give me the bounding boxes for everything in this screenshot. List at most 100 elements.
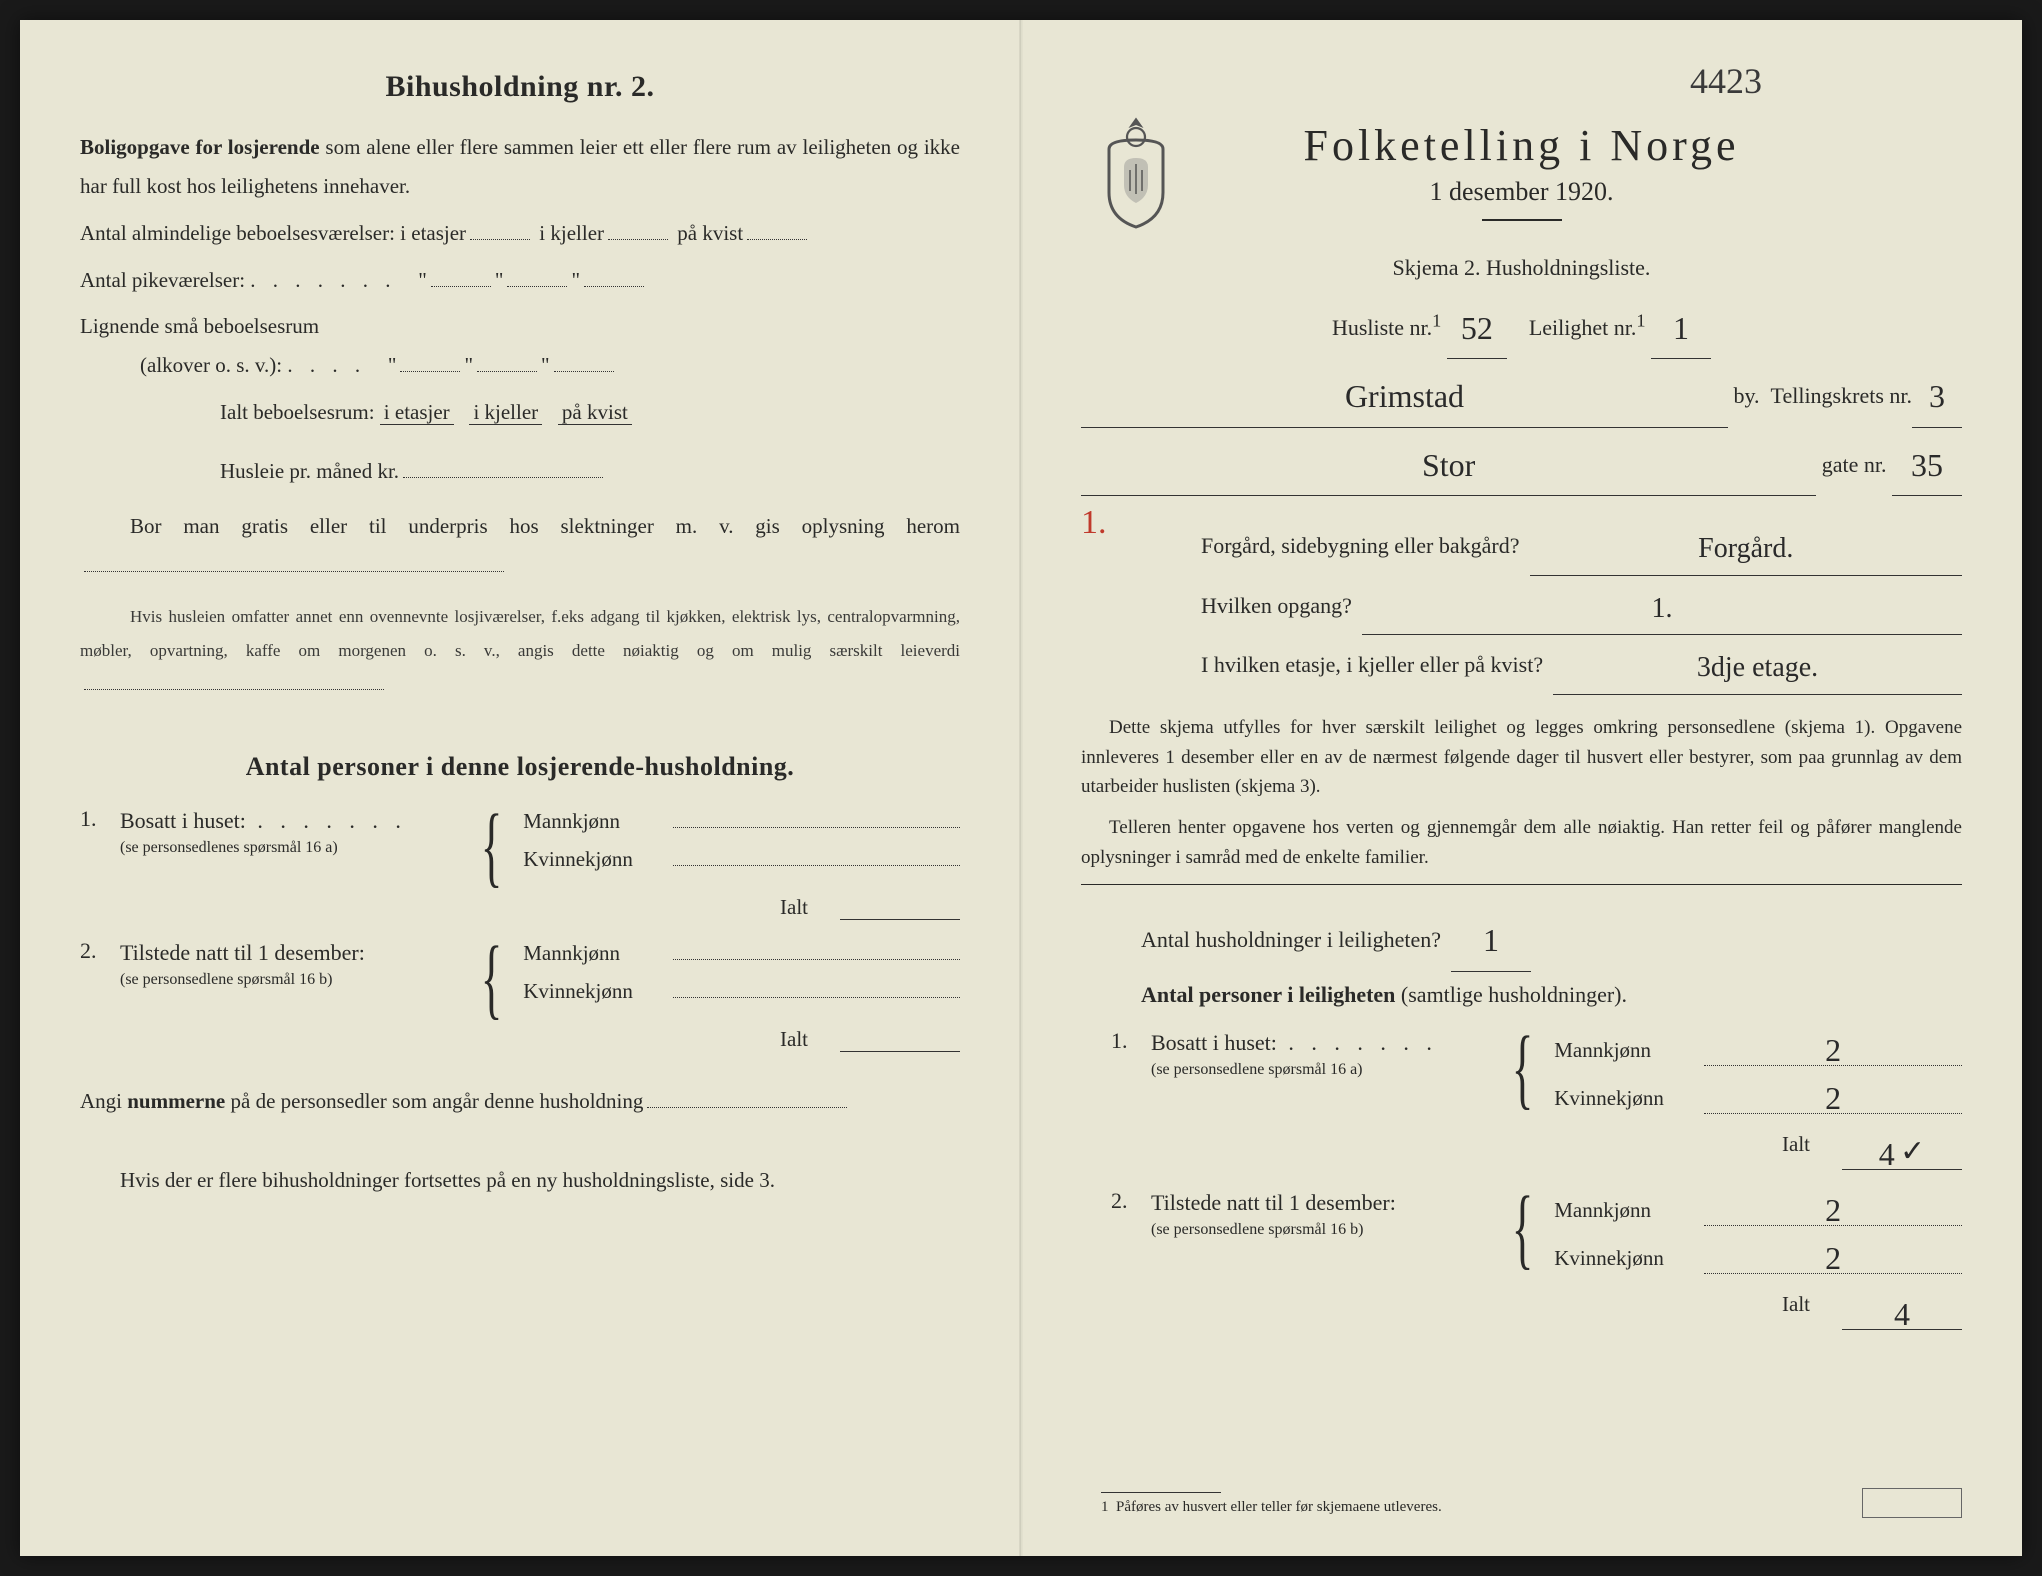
val-2t: 4 — [1894, 1296, 1910, 1333]
blank-field — [84, 551, 504, 572]
ialt-label: Ialt — [780, 1027, 840, 1052]
female-label: Kvinnekjønn — [1554, 1086, 1704, 1111]
item-number: 2. — [1111, 1188, 1151, 1214]
blank-field — [400, 351, 460, 372]
item-number: 1. — [1111, 1028, 1151, 1054]
free-rent-text: Bor man gratis eller til underpris hos s… — [130, 514, 960, 538]
red-annotation: 1. — [1081, 504, 1107, 542]
blank-field — [431, 266, 491, 287]
tellingskrets-label: Tellingskrets nr. — [1771, 373, 1912, 419]
total-label: Ialt beboelsesrum: — [220, 400, 375, 424]
curly-brace: { — [1512, 1028, 1534, 1109]
rent-label: Husleie pr. måned kr. — [220, 459, 399, 483]
blank-field — [673, 976, 960, 998]
total-row: Ialt 4 — [1111, 1292, 1962, 1330]
item-label: Tilstede natt til 1 desember: (se person… — [120, 938, 460, 991]
blank-field — [608, 219, 668, 240]
female-label: Kvinnekjønn — [1554, 1246, 1704, 1271]
similar-rooms-a: Lignende små beboelsesrum — [80, 307, 960, 346]
blank-field — [647, 1087, 847, 1108]
instructions-p1: Dette skjema utfylles for hver særskilt … — [1081, 713, 1962, 801]
male-label: Mannkjønn — [523, 809, 673, 834]
item2-label: Tilstede natt til 1 desember: — [1151, 1190, 1396, 1215]
left-count-section: 1. Bosatt i huset: . . . . . . . (se per… — [80, 806, 960, 1052]
male-label: Mannkjønn — [1554, 1198, 1704, 1223]
forgard-label: Forgård, sidebygning eller bakgård? — [1201, 523, 1520, 569]
val-2k: 2 — [1825, 1240, 1841, 1277]
item2-label: Tilstede natt til 1 desember: — [120, 940, 365, 965]
item2-sub: (se personsedlene spørsmål 16 b) — [1151, 1219, 1491, 1241]
female-label: Kvinnekjønn — [523, 979, 673, 1004]
rooms-label-b: i kjeller — [539, 221, 604, 245]
gate-value-b: 35 — [1911, 432, 1943, 499]
male-label: Mannkjønn — [1554, 1038, 1704, 1063]
rooms-label-c: på kvist — [677, 221, 743, 245]
opgang-label: Hvilken opgang? — [1201, 583, 1352, 629]
blank-field — [507, 266, 567, 287]
item1-sub: (se personsedlene spørsmål 16 a) — [1151, 1059, 1491, 1081]
leilighet-label: Leilighet nr. — [1529, 315, 1637, 340]
antal-hush-line: Antal husholdninger i leiligheten? 1 — [1081, 903, 1962, 971]
angi-line: Angi nummerne på de personsedler som ang… — [80, 1082, 960, 1121]
blank-field — [403, 457, 603, 478]
forgard-line: Forgård, sidebygning eller bakgård? Forg… — [1081, 516, 1962, 576]
count-values: Mannkjønn Kvinnekjønn — [523, 938, 960, 1014]
item-label: Tilstede natt til 1 desember: (se person… — [1151, 1188, 1491, 1241]
free-rent-line: Bor man gratis eller til underpris hos s… — [80, 507, 960, 585]
female-label: Kvinnekjønn — [523, 847, 673, 872]
handwritten-number-top: 4423 — [1690, 60, 1762, 102]
blank-field — [477, 351, 537, 372]
tellingskrets-value: 3 — [1929, 363, 1945, 430]
extras-paragraph: Hvis husleien omfatter annet enn ovennev… — [80, 600, 960, 702]
dot-leader: . . . . . . . — [1277, 1030, 1438, 1055]
antal-pers-line: Antal personer i leiligheten (samtlige h… — [1081, 972, 1962, 1018]
main-title: Folketelling i Norge — [1081, 120, 1962, 171]
count-row-2: 2. Tilstede natt til 1 desember: (se per… — [1111, 1188, 1962, 1284]
opgang-line: Hvilken opgang? 1. — [1081, 576, 1962, 636]
instructions-p2: Telleren henter opgavene hos verten og g… — [1081, 813, 1962, 872]
dot-leader: . . . . . . . — [250, 268, 408, 292]
val-1k: 2 — [1825, 1080, 1841, 1117]
item-label: Bosatt i huset: . . . . . . . (se person… — [120, 806, 460, 859]
item1-label: Bosatt i huset: — [1151, 1030, 1277, 1055]
blank-field — [470, 219, 530, 240]
count-values: Mannkjønn 2 Kvinnekjønn 2 — [1554, 1188, 1962, 1284]
curly-brace: { — [1512, 1188, 1534, 1269]
blank-field — [84, 673, 384, 690]
extras-text: Hvis husleien omfatter annet enn ovennev… — [80, 607, 960, 660]
footnote-rule — [1101, 1492, 1221, 1493]
item1-label: Bosatt i huset: — [120, 808, 246, 833]
coat-of-arms-icon — [1091, 110, 1181, 230]
curly-brace: { — [481, 806, 503, 887]
title-rule — [1482, 219, 1562, 221]
gate-line: Stor gate nr. 35 — [1081, 428, 1962, 496]
checkmark-icon: ✓ — [1900, 1135, 1925, 1168]
antal-pers-label: Antal personer i leiligheten — [1141, 982, 1395, 1007]
intro-paragraph: Boligopgave for losjerende som alene ell… — [80, 128, 960, 206]
blank-field — [673, 938, 960, 960]
male-label: Mannkjønn — [523, 941, 673, 966]
forgard-value: Forgård. — [1698, 520, 1793, 579]
rent-line: Husleie pr. måned kr. — [220, 452, 960, 491]
count-row-2: 2. Tilstede natt til 1 desember: (se per… — [80, 938, 960, 1019]
similar-rooms-b: (alkover o. s. v.): . . . . """ — [140, 346, 960, 385]
antal-hush-label: Antal husholdninger i leiligheten? — [1141, 917, 1441, 963]
item2-sub: (se personsedlene spørsmål 16 b) — [120, 969, 460, 991]
count-values: Mannkjønn Kvinnekjønn — [523, 806, 960, 882]
item-number: 2. — [80, 938, 120, 964]
curly-brace: { — [481, 938, 503, 1019]
val-2m: 2 — [1825, 1192, 1841, 1229]
rooms-label-a: Antal almindelige beboelsesværelser: i e… — [80, 221, 466, 245]
alkover-label: (alkover o. s. v.): — [140, 353, 282, 377]
gate-value-a: Stor — [1422, 432, 1475, 499]
by-value: Grimstad — [1345, 363, 1464, 430]
by-label: by. — [1733, 373, 1759, 419]
maid-rooms-line: Antal pikeværelser: . . . . . . . """ — [80, 261, 960, 300]
total-a: i etasjer — [380, 400, 454, 425]
total-row: Ialt 4 ✓ — [1111, 1132, 1962, 1170]
blank-field — [840, 895, 960, 920]
husliste-label: Husliste nr. — [1332, 315, 1432, 340]
right-page: 4423 Folketelling i Norge 1 desember 192… — [1021, 20, 2022, 1556]
val-1t: 4 — [1879, 1136, 1895, 1173]
etasje-label: I hvilken etasje, i kjeller eller på kvi… — [1201, 642, 1543, 688]
